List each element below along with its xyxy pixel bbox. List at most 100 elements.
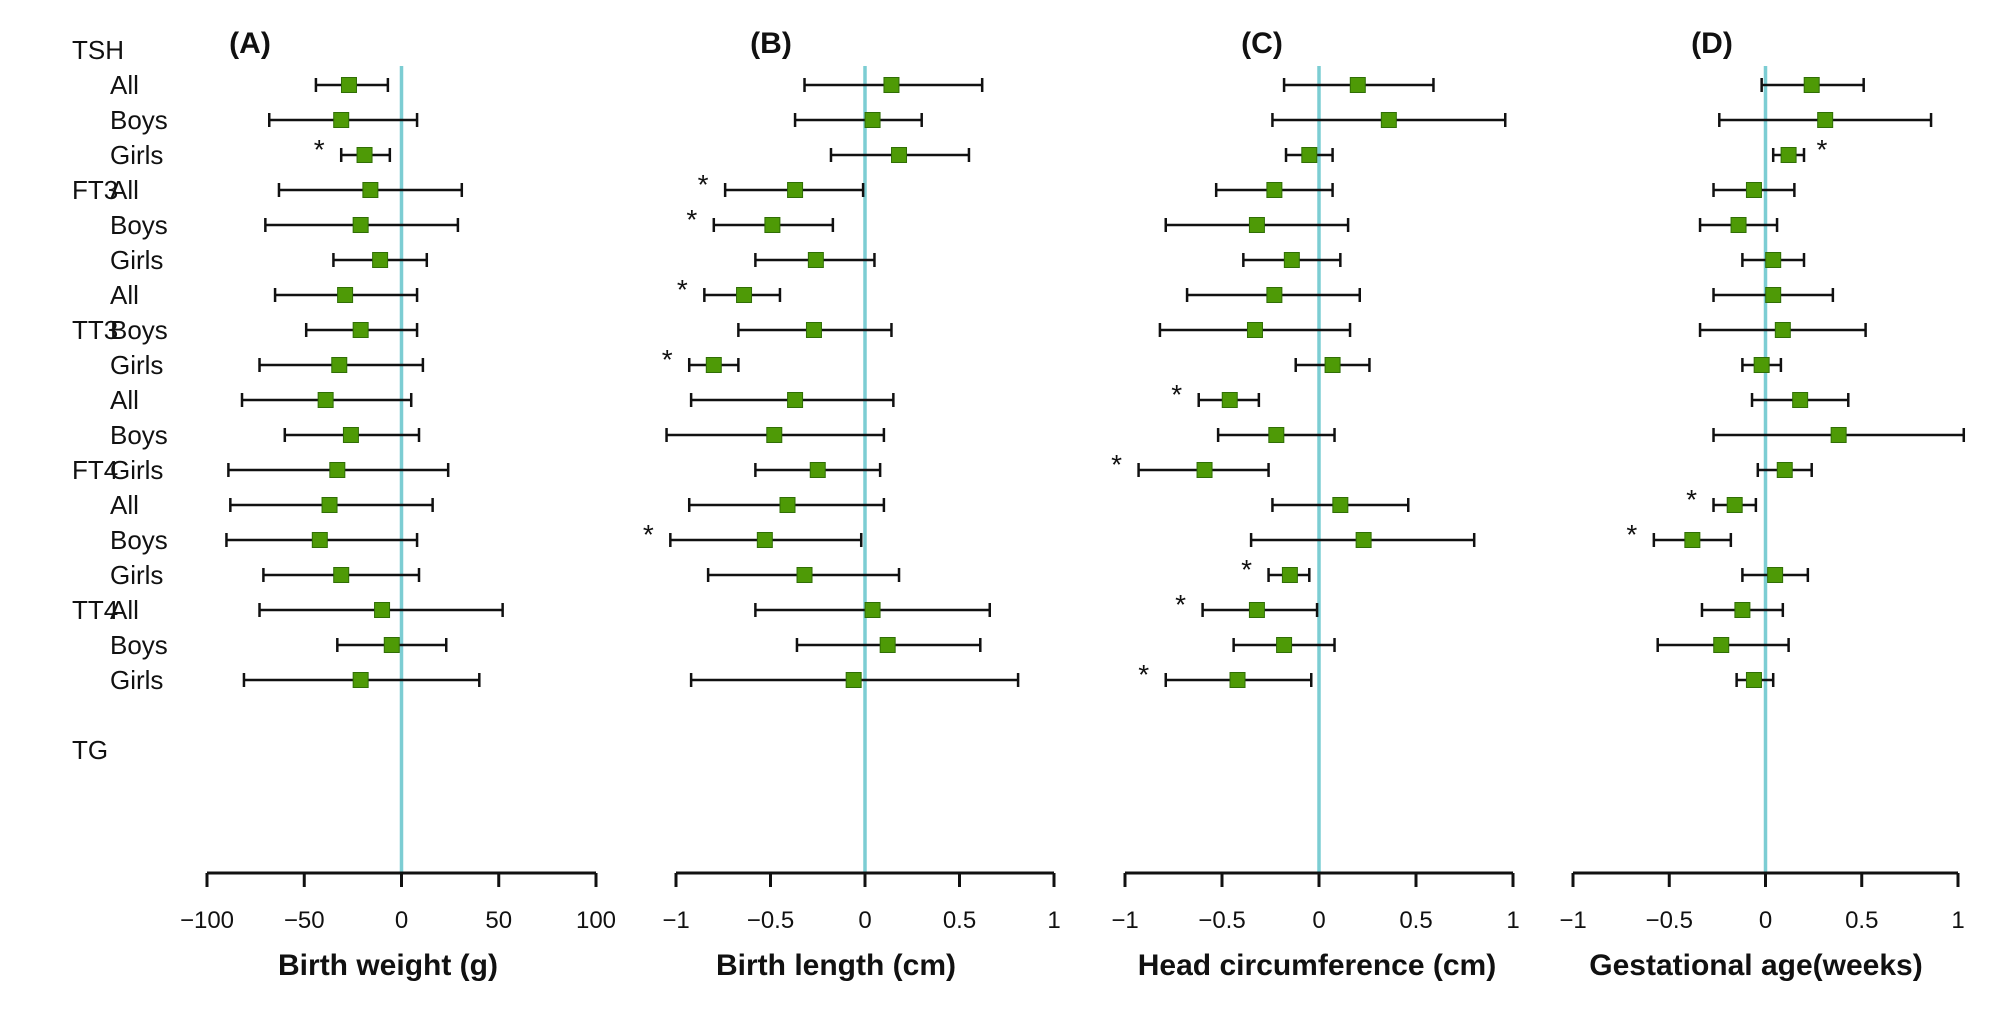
point-estimate-marker bbox=[845, 672, 862, 688]
point-estimate-marker bbox=[352, 672, 369, 688]
point-estimate-marker bbox=[864, 112, 881, 128]
row-subgroup-label: Girls bbox=[110, 245, 163, 275]
point-estimate-marker bbox=[766, 427, 783, 443]
significance-asterisk: * bbox=[1175, 589, 1186, 620]
point-estimate-marker bbox=[809, 462, 826, 478]
point-estimate-marker bbox=[1332, 497, 1349, 513]
point-estimate-marker bbox=[1283, 252, 1300, 268]
row-group-label: TSH bbox=[72, 35, 124, 65]
x-tick-label: 0 bbox=[858, 907, 871, 934]
panel-letter: (B) bbox=[750, 27, 792, 60]
significance-asterisk: * bbox=[1817, 134, 1828, 165]
x-tick-label: −1 bbox=[1111, 907, 1138, 934]
x-tick-label: 0 bbox=[395, 907, 408, 934]
point-estimate-marker bbox=[764, 217, 781, 233]
point-estimate-marker bbox=[1281, 567, 1298, 583]
x-axis-label: Head circumference (cm) bbox=[1138, 949, 1496, 982]
x-tick-label: 100 bbox=[576, 907, 616, 934]
point-estimate-marker bbox=[864, 602, 881, 618]
x-tick-label: 0.5 bbox=[943, 907, 976, 934]
x-tick-label: −0.5 bbox=[1198, 907, 1245, 934]
point-estimate-marker bbox=[321, 497, 338, 513]
point-estimate-marker bbox=[1734, 602, 1751, 618]
point-estimate-marker bbox=[796, 567, 813, 583]
point-estimate-marker bbox=[1713, 637, 1730, 653]
point-estimate-marker bbox=[879, 637, 896, 653]
point-estimate-marker bbox=[337, 287, 354, 303]
point-estimate-marker bbox=[1776, 462, 1793, 478]
significance-asterisk: * bbox=[662, 344, 673, 375]
point-estimate-marker bbox=[787, 182, 804, 198]
row-subgroup-label: Boys bbox=[110, 210, 168, 240]
row-subgroup-label: All bbox=[110, 385, 139, 415]
panel-letter: (D) bbox=[1691, 27, 1733, 60]
point-estimate-marker bbox=[1830, 427, 1847, 443]
row-subgroup-label: All bbox=[110, 280, 139, 310]
point-estimate-marker bbox=[383, 637, 400, 653]
point-estimate-marker bbox=[1276, 637, 1293, 653]
row-subgroup-label: Girls bbox=[110, 665, 163, 695]
x-axis-label: Gestational age(weeks) bbox=[1589, 949, 1922, 982]
point-estimate-marker bbox=[333, 112, 350, 128]
point-estimate-marker bbox=[311, 532, 328, 548]
point-estimate-marker bbox=[1248, 602, 1265, 618]
row-subgroup-label: All bbox=[110, 595, 139, 625]
row-group-label: FT4 bbox=[72, 455, 118, 485]
point-estimate-marker bbox=[1196, 462, 1213, 478]
point-estimate-marker bbox=[1355, 532, 1372, 548]
significance-asterisk: * bbox=[1686, 484, 1697, 515]
row-subgroup-label: Boys bbox=[110, 630, 168, 660]
point-estimate-marker bbox=[807, 252, 824, 268]
x-tick-label: −50 bbox=[284, 907, 325, 934]
x-tick-label: −0.5 bbox=[1646, 907, 1693, 934]
point-estimate-marker bbox=[1380, 112, 1397, 128]
point-estimate-marker bbox=[1765, 252, 1782, 268]
point-estimate-marker bbox=[340, 77, 357, 93]
significance-asterisk: * bbox=[677, 274, 688, 305]
point-estimate-marker bbox=[352, 217, 369, 233]
x-axis-label: Birth length (cm) bbox=[716, 949, 956, 982]
point-estimate-marker bbox=[1730, 217, 1747, 233]
point-estimate-marker bbox=[1767, 567, 1784, 583]
x-tick-label: 0 bbox=[1312, 907, 1325, 934]
point-estimate-marker bbox=[362, 182, 379, 198]
row-subgroup-label: All bbox=[110, 70, 139, 100]
point-estimate-marker bbox=[1324, 357, 1341, 373]
point-estimate-marker bbox=[805, 322, 822, 338]
point-estimate-marker bbox=[372, 252, 389, 268]
row-subgroup-label: Girls bbox=[110, 560, 163, 590]
row-group-label: TT4 bbox=[72, 595, 118, 625]
point-estimate-marker bbox=[331, 357, 348, 373]
x-tick-label: 1 bbox=[1951, 907, 1964, 934]
row-subgroup-label: Boys bbox=[110, 525, 168, 555]
row-subgroup-label: Girls bbox=[110, 350, 163, 380]
point-estimate-marker bbox=[1301, 147, 1318, 163]
point-estimate-marker bbox=[1349, 77, 1366, 93]
point-estimate-marker bbox=[883, 77, 900, 93]
significance-asterisk: * bbox=[1111, 449, 1122, 480]
row-subgroup-label: All bbox=[110, 175, 139, 205]
point-estimate-marker bbox=[779, 497, 796, 513]
x-tick-label: 0 bbox=[1759, 907, 1772, 934]
x-axis-label: Birth weight (g) bbox=[278, 949, 498, 982]
row-group-label: TT3 bbox=[72, 315, 118, 345]
point-estimate-marker bbox=[352, 322, 369, 338]
row-group-label: TG bbox=[72, 735, 108, 765]
point-estimate-marker bbox=[787, 392, 804, 408]
panel-letter: (C) bbox=[1241, 27, 1283, 60]
point-estimate-marker bbox=[756, 532, 773, 548]
point-estimate-marker bbox=[1726, 497, 1743, 513]
point-estimate-marker bbox=[1684, 532, 1701, 548]
point-estimate-marker bbox=[1248, 217, 1265, 233]
x-tick-label: −1 bbox=[1559, 907, 1586, 934]
point-estimate-marker bbox=[342, 427, 359, 443]
point-estimate-marker bbox=[1246, 322, 1263, 338]
row-subgroup-label: All bbox=[110, 490, 139, 520]
significance-asterisk: * bbox=[643, 519, 654, 550]
point-estimate-marker bbox=[1221, 392, 1238, 408]
significance-asterisk: * bbox=[314, 134, 325, 165]
x-tick-label: 1 bbox=[1047, 907, 1060, 934]
point-estimate-marker bbox=[1745, 672, 1762, 688]
point-estimate-marker bbox=[891, 147, 908, 163]
